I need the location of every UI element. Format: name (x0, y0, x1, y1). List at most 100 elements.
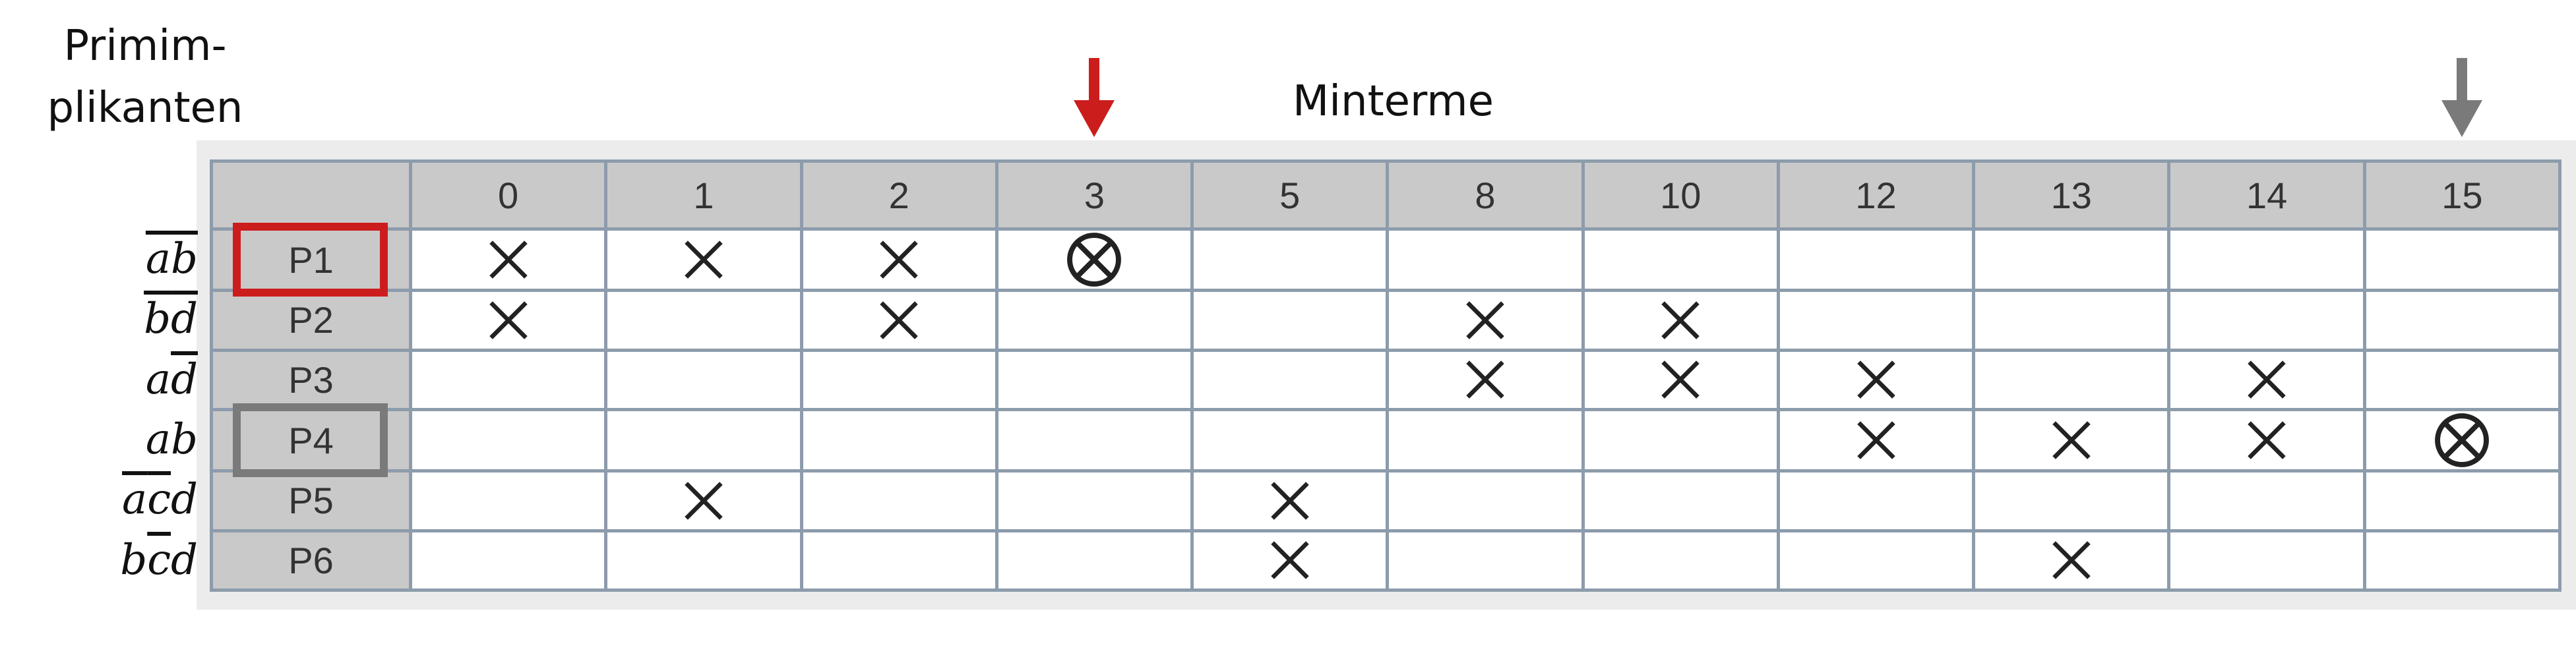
term-variable: a (145, 415, 171, 465)
coverage-cell (607, 292, 800, 349)
down-arrow-icon (2441, 58, 2483, 137)
coverage-cell (1584, 292, 1777, 349)
term-variable: a (145, 355, 171, 404)
implicant-label: P2 (213, 292, 409, 349)
coverage-cell (412, 532, 605, 588)
cross-mark (880, 241, 918, 279)
coverage-cell (1975, 473, 2168, 529)
primimplikanten-line1: Primim- (63, 22, 227, 71)
coverage-cell (1194, 411, 1386, 469)
coverage-cell (607, 351, 800, 408)
coverage-cell (1975, 351, 2168, 408)
coverage-cell (1779, 231, 1973, 289)
coverage-cell (607, 532, 800, 588)
coverage-cell (1975, 411, 2168, 469)
cross-mark (1270, 482, 1309, 520)
cross-mark (1856, 421, 1895, 459)
coverage-cell (412, 231, 605, 289)
term-variable: c (147, 535, 171, 585)
down-arrow-icon (1074, 58, 1115, 137)
minterm-header: 12 (1779, 163, 1973, 227)
coverage-cell (998, 292, 1191, 349)
minterm-header: 1 (607, 163, 800, 227)
coverage-cell (1389, 292, 1581, 349)
cross-mark (1661, 360, 1700, 399)
coverage-cell (607, 473, 800, 529)
coverage-cell (2170, 292, 2363, 349)
minterm-header: 3 (998, 163, 1191, 227)
minterm-header: 8 (1389, 163, 1581, 227)
minterm-header: 14 (2170, 163, 2363, 227)
cross-mark (1856, 360, 1895, 399)
term-variable: a (122, 475, 148, 525)
minterm-header: 2 (803, 163, 995, 227)
cross-mark (489, 241, 528, 279)
coverage-cell (2366, 351, 2558, 408)
coverage-cell (2366, 231, 2558, 289)
coverage-cell (1779, 351, 1973, 408)
coverage-cell (412, 292, 605, 349)
implicant-label: P3 (213, 351, 409, 408)
coverage-cell (607, 231, 800, 289)
coverage-cell (2170, 473, 2363, 529)
term-variable: d (171, 355, 198, 404)
term-variable: c (147, 475, 171, 525)
coverage-cell (1584, 532, 1777, 588)
coverage-cell (2170, 351, 2363, 408)
term-variable: b (171, 235, 198, 284)
prime-implicant-table: 0 1 2 3 5 8 10 12 13 14 15 P1 P2 P3 P4 P5 P6 (210, 159, 2561, 592)
coverage-cell (998, 532, 1191, 588)
term-variable: b (171, 415, 198, 465)
implicant-label: P4 (213, 411, 409, 469)
minterme-title: Minterme (1293, 77, 1494, 126)
coverage-cell (1194, 292, 1386, 349)
coverage-cell (1975, 532, 2168, 588)
minterm-header: 13 (1975, 163, 2168, 227)
coverage-cell (2366, 411, 2558, 469)
coverage-cell (412, 473, 605, 529)
coverage-cell (998, 351, 1191, 408)
essential-cross-mark (1067, 233, 1122, 287)
coverage-cell (1389, 411, 1581, 469)
cross-mark (2248, 360, 2286, 399)
coverage-cell (1194, 473, 1386, 529)
coverage-cell (2366, 473, 2558, 529)
minterm-header: 5 (1194, 163, 1386, 227)
coverage-cell (1194, 231, 1386, 289)
coverage-cell (607, 411, 800, 469)
implicant-label: P1 (213, 231, 409, 289)
coverage-cell (1779, 532, 1973, 588)
secondary-highlight-box (233, 403, 388, 478)
coverage-cell (803, 532, 995, 588)
coverage-cell (1779, 473, 1973, 529)
essential-highlight-box (233, 223, 388, 297)
cross-mark (1466, 360, 1504, 399)
coverage-cell (412, 351, 605, 408)
header-corner (213, 163, 409, 227)
coverage-cell (1975, 292, 2168, 349)
cross-mark (685, 241, 723, 279)
term-variable: b (144, 295, 171, 344)
coverage-cell (803, 231, 995, 289)
coverage-cell (1584, 473, 1777, 529)
coverage-cell (998, 411, 1191, 469)
coverage-cell (1389, 532, 1581, 588)
implicant-label: P5 (213, 473, 409, 529)
coverage-cell (998, 231, 1191, 289)
coverage-cell (803, 411, 995, 469)
coverage-cell (1389, 351, 1581, 408)
essential-cross-mark (2435, 413, 2490, 467)
coverage-cell (1779, 292, 1973, 349)
coverage-cell (1584, 411, 1777, 469)
coverage-cell (1194, 351, 1386, 408)
minterm-header: 15 (2366, 163, 2558, 227)
cross-mark (1661, 301, 1700, 339)
primimplikanten-title: Primim- plikanten (0, 25, 290, 149)
coverage-cell (1779, 411, 1973, 469)
